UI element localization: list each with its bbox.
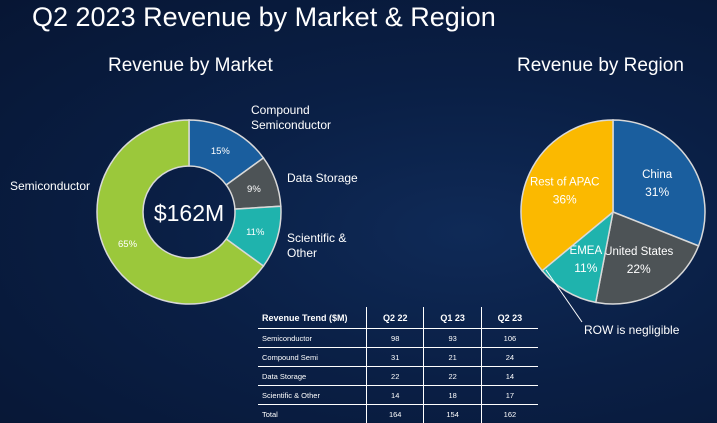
table-cell: 17 — [481, 386, 538, 405]
table-cell: 24 — [481, 348, 538, 367]
table-cell: 162 — [481, 405, 538, 423]
table-cell: 14 — [367, 386, 424, 405]
callout-compound-line-1: Compound — [251, 103, 310, 117]
table-row-label: Total — [258, 405, 367, 423]
donut-label-data-storage: 9% — [247, 184, 261, 195]
table-cell: 14 — [481, 367, 538, 386]
table-cell: 22 — [424, 367, 481, 386]
table-row-label: Data Storage — [258, 367, 367, 386]
table-row-label: Compound Semi — [258, 348, 367, 367]
donut-label-scientific-other: 11% — [246, 227, 265, 238]
pie-name-emea: EMEA — [570, 245, 603, 257]
table-cell: 22 — [367, 367, 424, 386]
table-cell: 93 — [424, 329, 481, 348]
region-pie-chart: China 31% United States 22% EMEA 11% Rest of A… — [521, 120, 705, 304]
table-header-revenue-trend-m: Revenue Trend ($M) — [258, 307, 367, 329]
callout-scientific-line-2: Other — [287, 246, 317, 260]
pie-name-rest-of-apac: Rest of APAC — [530, 176, 599, 188]
donut-center-total: $162M — [154, 200, 224, 226]
table-cell: 106 — [481, 329, 538, 348]
table-header-q2-22: Q2 22 — [367, 307, 424, 329]
table-cell: 31 — [367, 348, 424, 367]
pie-name-china: China — [642, 169, 673, 181]
table-header-q1-23: Q1 23 — [424, 307, 481, 329]
table-row-label: Semiconductor — [258, 329, 367, 348]
pie-pct-china: 31% — [645, 185, 669, 199]
callout-compound-line-2: Semiconductor — [251, 118, 331, 132]
table-cell: 21 — [424, 348, 481, 367]
table-cell: 18 — [424, 386, 481, 405]
table-cell: 164 — [367, 405, 424, 423]
pie-pct-rest-of-apac: 36% — [553, 192, 577, 206]
table-header-q2-23: Q2 23 — [481, 307, 538, 329]
pie-pct-emea: 11% — [574, 261, 597, 275]
pie-pct-united-states: 22% — [627, 262, 651, 276]
callout-scientific-line-1: Scientific & — [287, 231, 346, 245]
table-cell: 98 — [367, 329, 424, 348]
row-annotation: ROW is negligible — [584, 323, 680, 337]
donut-label-compound-semiconductor: 15% — [211, 146, 231, 157]
callout-data-storage: Data Storage — [287, 171, 358, 185]
donut-label-semiconductor: 65% — [118, 239, 138, 250]
table-cell: 154 — [424, 405, 481, 423]
callout-semiconductor: Semiconductor — [10, 179, 90, 193]
table-row-label: Scientific & Other — [258, 386, 367, 405]
pie-name-united-states: United States — [604, 246, 673, 258]
